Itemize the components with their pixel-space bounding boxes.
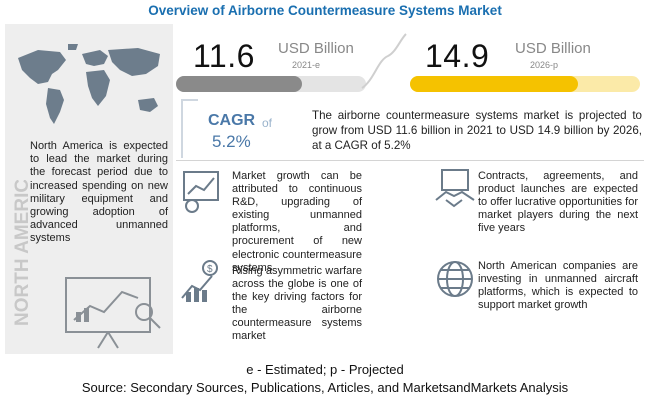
region-vertical-label: NORTH AMERICA: [12, 180, 33, 326]
globe-icon: [437, 261, 473, 297]
dollar-chart-icon: $: [181, 260, 218, 302]
driver-text-4: North American companies are investing i…: [478, 260, 638, 312]
year-2026: 2026-p: [530, 60, 559, 70]
region-note: North America is expected to lead the ma…: [30, 140, 168, 245]
driver-text-3: Contracts, agreements, and product launc…: [478, 170, 638, 235]
estimate-legend: e - Estimated; p - Projected: [246, 362, 404, 377]
page-title: Overview of Airborne Countermeasure Syst…: [148, 3, 502, 18]
bar-2021-fill: [176, 76, 302, 92]
svg-text:$: $: [207, 264, 213, 275]
divider: [176, 160, 644, 161]
handshake-icon: [435, 169, 475, 208]
value-2021: 11.6: [193, 38, 255, 74]
cagr-of: of: [262, 116, 273, 130]
driver-text-2: Rising asymmetric warfare across the glo…: [232, 265, 362, 343]
cagr-value: 5.2%: [212, 132, 251, 151]
cagr-label: CAGR: [208, 112, 256, 129]
source-note: Source: Secondary Sources, Publications,…: [81, 380, 569, 395]
svg-text:NORTH AMERICA: NORTH AMERICA: [12, 180, 33, 326]
world-map-icon: [18, 44, 160, 124]
growth-curve-decoration: [361, 33, 407, 89]
cagr-bracket-decoration: [181, 99, 198, 158]
year-2021: 2021-e: [292, 60, 321, 70]
analysis-board-icon: [65, 277, 161, 349]
unit-2026: USD Billion: [515, 40, 591, 57]
driver-text-1: Market growth can be attributed to conti…: [232, 170, 362, 274]
growth-chart-icon: [183, 171, 219, 213]
bar-2026-fill: [410, 76, 578, 92]
unit-2021: USD Billion: [278, 40, 354, 57]
market-summary: The airborne countermeasure systems mark…: [312, 109, 642, 153]
value-2026: 14.9: [425, 38, 490, 74]
